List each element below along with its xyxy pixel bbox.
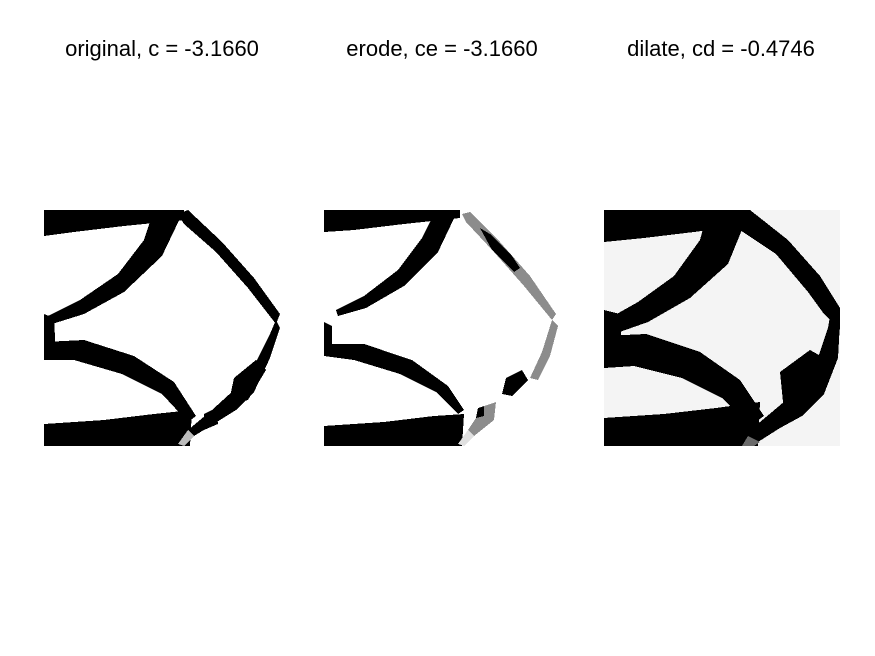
panel-title-dilate: dilate, cd = -0.4746 [601, 34, 841, 64]
panel-background [324, 210, 560, 446]
panel-image-dilate [604, 210, 840, 446]
panel-title-erode: erode, ce = -3.1660 [322, 34, 562, 64]
panel-image-original [44, 210, 280, 446]
panel-title-original: original, c = -3.1660 [42, 34, 282, 64]
panel-image-erode [324, 210, 560, 446]
